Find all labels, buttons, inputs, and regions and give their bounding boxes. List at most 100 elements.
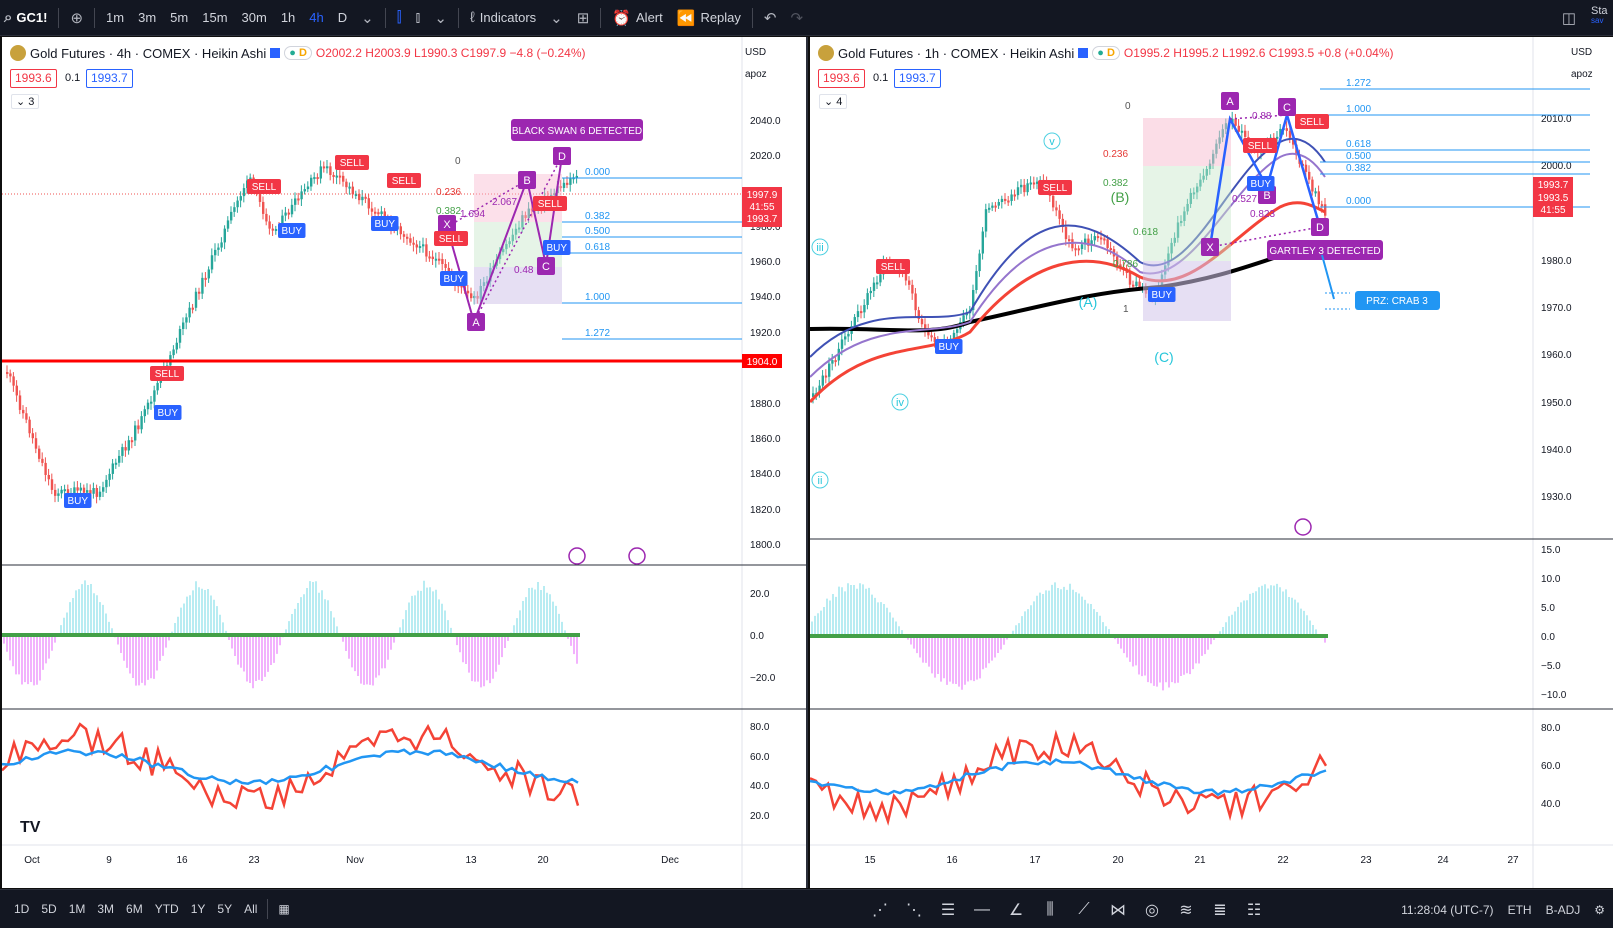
candle-body [242,188,246,197]
replay-button[interactable]: ⏪ Replay [670,0,748,36]
range-5y[interactable]: 5Y [217,902,233,916]
candle-body [840,339,844,349]
candle-body [1292,137,1295,145]
templates-button[interactable]: ⊞ [570,0,597,36]
candle-body [322,166,326,169]
fib-retracement-tool[interactable]: ☰ [936,898,960,922]
pattern-point-label: C [1283,102,1291,114]
chart-canvas-1h[interactable]: 2010.02000.01980.01970.01960.01950.01940… [810,37,1613,888]
ask-price[interactable]: 1993.7 [894,69,941,88]
market-status-badge[interactable]: ● D [284,46,312,60]
indicators-collapse[interactable]: ⌄ 3 [11,94,40,109]
candle-body [268,221,271,229]
chart-pane-1h[interactable]: 2010.0 2000.0 1980.0 1970.0 1960.0 1950.0 1940… [810,37,1613,888]
range-6m[interactable]: 6M [126,902,143,916]
chart-title[interactable]: Gold Futures · 1h · COMEX · Heikin Ashi [838,45,1075,61]
candle-body [348,186,351,189]
session-button[interactable]: ETH [1507,902,1532,917]
tf-15m[interactable]: 15m [202,10,228,25]
tf-1m[interactable]: 1m [106,10,125,25]
tf-1h[interactable]: 1h [280,10,296,25]
pattern-point-badge [1221,92,1239,110]
chart-type-button[interactable]: ⫾ [409,0,428,36]
range-5d[interactable]: 5D [41,902,57,916]
layout-button[interactable]: ◫ [1555,0,1583,36]
candle-body [1192,192,1196,195]
indicators-button[interactable]: ℓ Indicators [463,0,543,36]
range-1y[interactable]: 1Y [190,902,206,916]
open-value: O1995.2 [1123,46,1170,60]
candle-body [137,425,140,430]
sma-200-line [810,240,1326,333]
settings-icon[interactable]: ⚙ [1594,902,1605,917]
bar-style-button[interactable]: ⫿ [390,0,409,36]
fib-circle-tool[interactable]: ◎ [1140,898,1164,922]
bid-price[interactable]: 1993.6 [10,69,57,88]
market-status-badge[interactable]: ● D [1092,46,1120,60]
indicators-collapse[interactable]: ⌄ 4 [819,94,848,109]
range-1d[interactable]: 1D [14,902,30,916]
fib-timezone-tool[interactable]: ≣ [1208,898,1232,922]
tf-d[interactable]: D [337,10,348,25]
ask-price[interactable]: 1993.7 [86,69,133,88]
sell-signal-bg [387,173,421,188]
tf-5m[interactable]: 5m [170,10,189,25]
tf-4h[interactable]: 4h [309,10,324,25]
candle-body [140,416,143,430]
bars-pattern-tool[interactable]: ⫼ [1038,898,1062,922]
rsi-signal-line [2,748,579,786]
clock-timezone[interactable]: 11:28:04 (UTC-7) [1401,902,1494,917]
flag-icon[interactable] [1078,48,1089,58]
symbol-search[interactable]: ⌕ GC1! [0,0,54,36]
range-1m[interactable]: 1M [68,902,86,916]
fib-speed-tool[interactable]: ☷ [1242,898,1266,922]
indicators-dropdown[interactable]: ⌄ [543,0,570,36]
time-tick-label: 17 [1029,855,1041,866]
redo-button[interactable]: ↷ [783,0,810,36]
chart-title[interactable]: Gold Futures · 4h · COMEX · Heikin Ashi [30,45,267,61]
range-all[interactable]: All [244,902,258,916]
indicators-icon: ℓ [469,9,475,26]
candle-body [223,228,226,243]
candle-body [207,269,210,279]
candle-body [853,317,856,327]
xabcd-pattern-tool[interactable]: ⋰ [868,898,892,922]
close-value: C1993.5 [1268,46,1315,60]
tf-3m[interactable]: 3m [138,10,157,25]
currency-button[interactable]: USD [1571,47,1593,58]
goto-date-button[interactable]: ▦ [272,902,295,916]
scale-mode-button[interactable]: apoz [745,69,767,80]
save-status[interactable]: Sta sav [1583,0,1613,36]
adjustment-button[interactable]: B-ADJ [1545,902,1581,917]
divider [267,899,269,919]
trend-angle-tool[interactable]: ∠ [1004,898,1028,922]
fib-level-label: 1.272 [585,328,610,339]
chart-type-dropdown[interactable]: ⌄ [427,0,454,36]
tf-30m[interactable]: 30m [241,10,267,25]
candle-body [920,319,924,325]
trendline-tool[interactable]: ⟋ [1072,898,1096,922]
candle-body [994,205,997,208]
bid-price[interactable]: 1993.6 [818,69,865,88]
candle-body [1068,239,1071,242]
compare-button[interactable]: ⊕ [63,0,90,36]
undo-button[interactable]: ↶ [757,0,784,36]
range-ytd[interactable]: YTD [154,902,179,916]
timeframe-dropdown[interactable]: ⌄ [354,0,381,36]
fib-channel-tool[interactable]: ≋ [1174,898,1198,922]
currency-button[interactable]: USD [745,47,767,58]
flag-icon[interactable] [270,48,281,58]
candle-body [316,177,319,180]
candle-body [12,376,15,386]
horizontal-line-tool[interactable]: — [970,898,994,922]
chart-pane-4h[interactable]: 2040.0 2020.0 20 0 0.0 1980.0 1960.0 1940.0 1920… [2,37,808,888]
candle-body [831,360,834,364]
chart-canvas-4h[interactable]: 2040.0 2020.0 20 0 0.0 1980.0 1960.0 1940.0 1920… [2,37,808,888]
abcd-pattern-tool[interactable]: ⋱ [902,898,926,922]
scale-mode-button[interactable]: apoz [1571,69,1593,80]
price-tick-label: 1940.0 [750,292,781,303]
range-3m[interactable]: 3M [97,902,115,916]
candle-body [1106,239,1109,249]
alert-button[interactable]: ⏰ Alert [605,0,669,36]
head-shoulders-tool[interactable]: ⋈ [1106,898,1130,922]
